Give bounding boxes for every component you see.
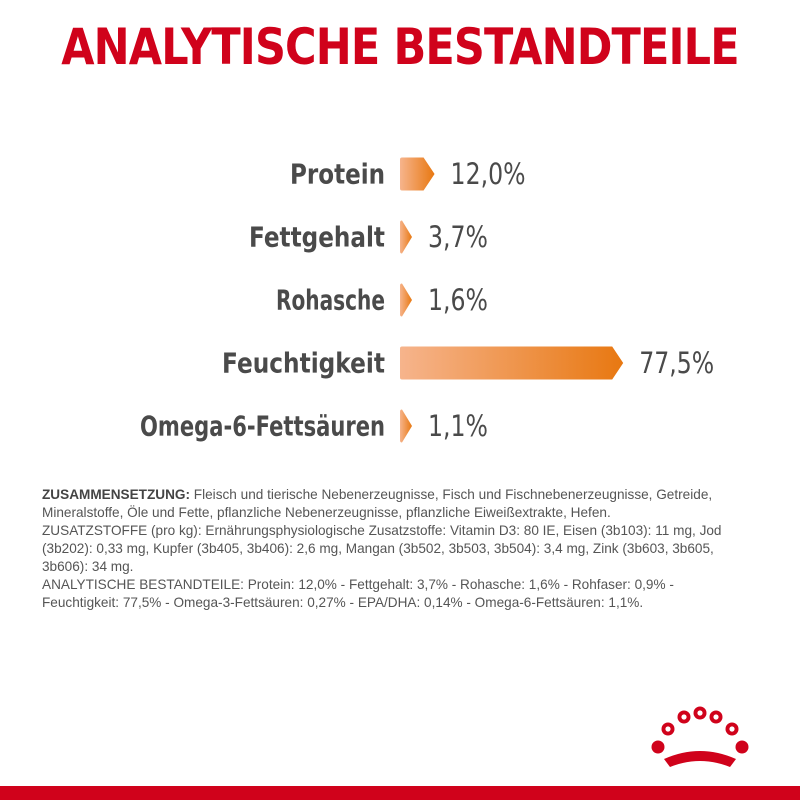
bar-feuchtigkeit (400, 346, 624, 380)
category-label-protein: Protein (290, 158, 385, 191)
bar-rohasche (400, 283, 412, 317)
bar-fettgehalt (400, 220, 412, 254)
bar-protein (400, 157, 435, 191)
composition-ingredients: Fleisch und tierische Nebenerzeugnisse, … (42, 487, 713, 520)
crown-logo-icon (651, 706, 749, 767)
category-label-feuchtigkeit: Feuchtigkeit (222, 347, 385, 380)
brand-bar (0, 786, 800, 800)
analytic-paragraph: ANALYTISCHE BESTANDTEILE: Protein: 12,0%… (42, 577, 674, 610)
category-label-fettgehalt: Fettgehalt (249, 221, 385, 254)
composition-text: ZUSAMMENSETZUNG: Fleisch und tierische N… (42, 486, 742, 612)
category-label-rohasche: Rohasche (276, 284, 385, 317)
nutrient-bar-chart: Protein 12,0% Fettgehalt 3,7% Rohasche 1,6% Fe… (140, 157, 714, 443)
bar-omega-6-fetts-uren (400, 409, 412, 443)
page-title: ANALYTISCHE BESTANDTEILE (61, 18, 739, 76)
value-label-rohasche: 1,6% (428, 283, 488, 317)
value-label-feuchtigkeit: 77,5% (639, 346, 714, 380)
value-label-protein: 12,0% (451, 157, 526, 191)
composition-label: ZUSAMMENSETZUNG: (42, 487, 191, 502)
additives-paragraph: ZUSATZSTOFFE (pro kg): Ernährungsphysiol… (42, 523, 722, 574)
value-label-omega-6-fetts-uren: 1,1% (428, 409, 488, 443)
ingredients-paragraph: ZUSAMMENSETZUNG: Fleisch und tierische N… (42, 486, 742, 522)
category-label-omega-6-fetts-uren: Omega-6-Fettsäuren (140, 410, 385, 443)
value-label-fettgehalt: 3,7% (428, 220, 488, 254)
